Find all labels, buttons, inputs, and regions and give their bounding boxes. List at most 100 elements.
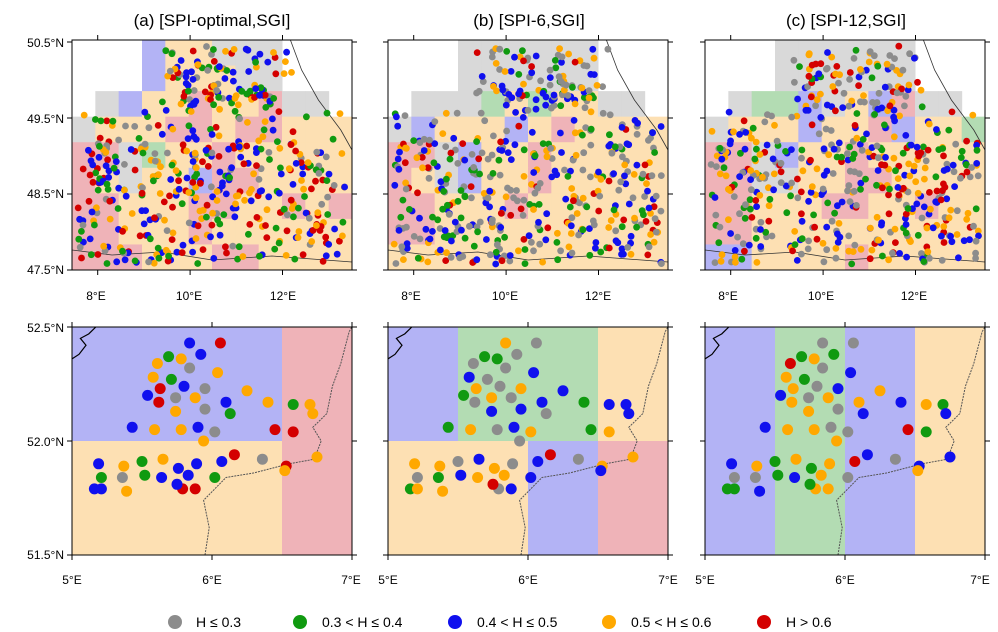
station-point [716,170,724,178]
station-point [520,80,527,88]
station-point [819,239,827,247]
grid-cell [235,244,260,270]
station-point [715,239,723,247]
station-point [525,472,537,483]
station-point [138,189,146,197]
station-point [215,153,223,160]
station-point [641,161,649,169]
station-point [949,161,957,169]
station-point [583,203,591,211]
station-point [169,229,177,237]
station-point [885,256,892,264]
station-point [827,127,835,134]
station-point [530,206,537,213]
station-point [627,250,635,258]
station-point [915,152,923,160]
y-tick-label: 51.5°N [27,548,64,562]
station-point [605,244,613,252]
station-point [914,189,922,197]
station-point [74,204,82,212]
station-point [647,210,654,217]
legend-label-gt06: H > 0.6 [786,614,832,630]
station-point [240,160,248,168]
grid-cell [142,65,166,92]
station-point [741,214,749,222]
station-point [475,155,483,163]
station-point [960,237,968,245]
station-point [844,150,851,158]
station-point [441,227,449,234]
station-point [782,148,789,155]
station-point [597,248,605,256]
grid-cell [481,91,506,118]
station-point [146,235,154,243]
station-point [554,256,562,264]
station-point [329,135,337,143]
station-point [551,167,559,175]
station-point [918,250,925,257]
grid-cell [728,91,753,118]
grid-cell [705,218,729,245]
station-point [590,221,598,229]
station-point [463,371,475,383]
station-point [437,246,444,254]
station-point [902,132,910,139]
station-point [805,72,813,80]
station-point [505,392,517,404]
station-point [643,180,650,188]
panel-title-a: (a) [SPI-optimal,SGI] [134,11,291,30]
grid-cell [728,218,753,245]
station-point [459,140,467,148]
grid-cell [915,116,939,143]
station-point [575,231,582,239]
station-point [595,465,607,477]
station-point [557,129,564,137]
station-point [213,87,221,94]
station-point [808,353,820,365]
station-point [171,478,183,490]
station-point [813,165,821,173]
station-point [221,75,229,82]
station-point [899,149,907,157]
station-point [892,239,899,247]
station-point [968,164,975,171]
station-point [970,222,977,230]
grid-cell [305,116,330,143]
grid-cell [775,91,799,118]
station-point [304,399,316,410]
station-point [587,125,595,133]
station-point [207,96,214,103]
station-point [262,396,274,408]
station-point [567,230,575,237]
grid-cell [282,91,306,118]
station-point [812,102,819,110]
station-point [182,80,190,87]
station-point [815,469,827,481]
station-point [103,260,111,267]
x-tick-label: 7°E [341,573,360,587]
station-point [261,91,269,99]
station-point [539,140,547,148]
station-point [895,396,907,408]
station-point [571,58,579,66]
station-point [498,147,506,154]
station-point [289,128,297,136]
station-point [231,95,239,102]
station-point [467,358,479,369]
station-point [532,52,540,60]
station-point [496,45,504,53]
station-point [557,247,564,255]
station-point [747,186,755,194]
station-point [720,164,728,172]
station-point [736,131,743,138]
station-point [78,228,85,235]
station-point [139,184,146,192]
station-point [97,117,105,125]
station-point [287,196,295,204]
station-point [808,183,816,191]
station-point [149,424,161,436]
station-point [183,174,191,182]
station-point [414,189,421,197]
grid-cell [212,218,236,245]
station-point [920,399,932,410]
